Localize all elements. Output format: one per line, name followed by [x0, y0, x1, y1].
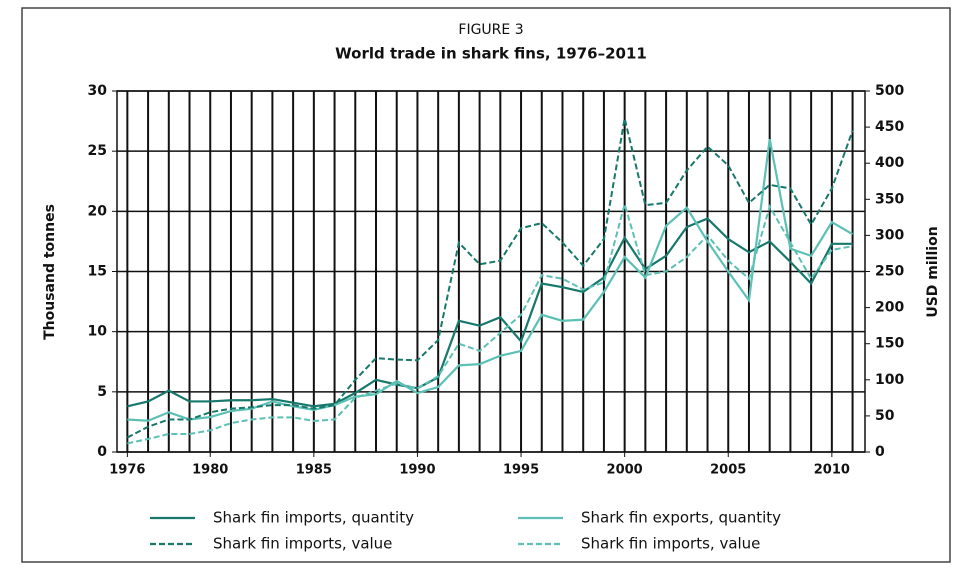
- y2-tick-label: 50: [875, 408, 895, 424]
- y-tick-label: 5: [97, 384, 107, 400]
- y2-tick-label: 400: [875, 155, 904, 171]
- data-line: [126, 118, 854, 439]
- x-tick-label: 2010: [814, 463, 850, 478]
- x-tick-label: 2000: [607, 463, 643, 478]
- y-tick-label: 0: [97, 444, 107, 460]
- frame: [21, 7, 951, 563]
- legend-label: Shark fin imports, value: [581, 535, 760, 553]
- legend-label: Shark fin exports, quantity: [581, 509, 781, 527]
- y2-tick-label: 200: [875, 300, 904, 316]
- x-tick-label: 1985: [296, 463, 332, 478]
- y-tick-label: 30: [88, 83, 108, 99]
- y2-tick-label: 500: [875, 83, 904, 99]
- y-tick-label: 25: [88, 143, 107, 159]
- y2-tick-label: 300: [875, 227, 904, 243]
- y2-tick-label: 150: [875, 336, 904, 352]
- data-line: [127, 138, 854, 422]
- x-tick-label: 1980: [192, 463, 228, 478]
- y2-tick-label: 450: [875, 119, 904, 135]
- y2-tick-label: 100: [875, 372, 904, 388]
- y-axis-label: Thousand tonnes: [42, 204, 58, 340]
- chart-subtitle: World trade in shark fins, 1976–2011: [335, 45, 647, 63]
- data-line: [127, 200, 853, 445]
- chart-title: FIGURE 3: [458, 22, 523, 38]
- y2-tick-label: 0: [875, 444, 885, 460]
- y-tick-label: 10: [88, 324, 108, 340]
- y2-tick-label: 250: [875, 264, 904, 280]
- y-tick-label: 15: [88, 264, 107, 280]
- x-tick-label: 2005: [710, 463, 746, 478]
- y2-axis-label: USD million: [925, 226, 941, 317]
- x-tick-label: 1995: [503, 463, 539, 478]
- plot-frame: [116, 90, 866, 453]
- legend-label: Shark fin imports, value: [213, 535, 392, 553]
- data-line: [127, 217, 853, 408]
- legend-label: Shark fin imports, quantity: [213, 509, 414, 527]
- y-tick-label: 20: [88, 203, 108, 219]
- y2-tick-label: 350: [875, 191, 904, 207]
- x-tick-label: 1976: [109, 463, 145, 478]
- x-tick-label: 1990: [399, 463, 435, 478]
